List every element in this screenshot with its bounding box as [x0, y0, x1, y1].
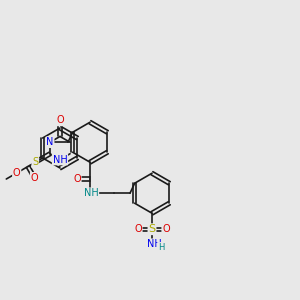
Text: O: O [13, 168, 20, 178]
Text: H: H [158, 243, 164, 252]
Text: NH: NH [52, 154, 68, 164]
Text: S: S [32, 157, 38, 167]
Text: O: O [162, 224, 170, 234]
Text: O: O [73, 174, 81, 184]
Text: N: N [46, 137, 54, 147]
Text: NH: NH [84, 188, 98, 198]
Text: O: O [134, 224, 142, 234]
Text: O: O [31, 173, 38, 183]
Text: S: S [148, 224, 156, 234]
Text: O: O [56, 116, 64, 125]
Text: NH: NH [147, 239, 161, 249]
